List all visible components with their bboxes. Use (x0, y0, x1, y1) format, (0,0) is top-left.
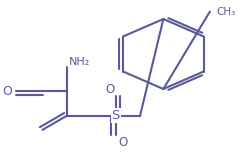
Text: O: O (105, 83, 114, 96)
Text: NH₂: NH₂ (69, 56, 90, 67)
Text: CH₃: CH₃ (217, 7, 236, 16)
Text: S: S (112, 109, 120, 122)
Text: O: O (2, 85, 12, 98)
Text: O: O (118, 136, 127, 149)
